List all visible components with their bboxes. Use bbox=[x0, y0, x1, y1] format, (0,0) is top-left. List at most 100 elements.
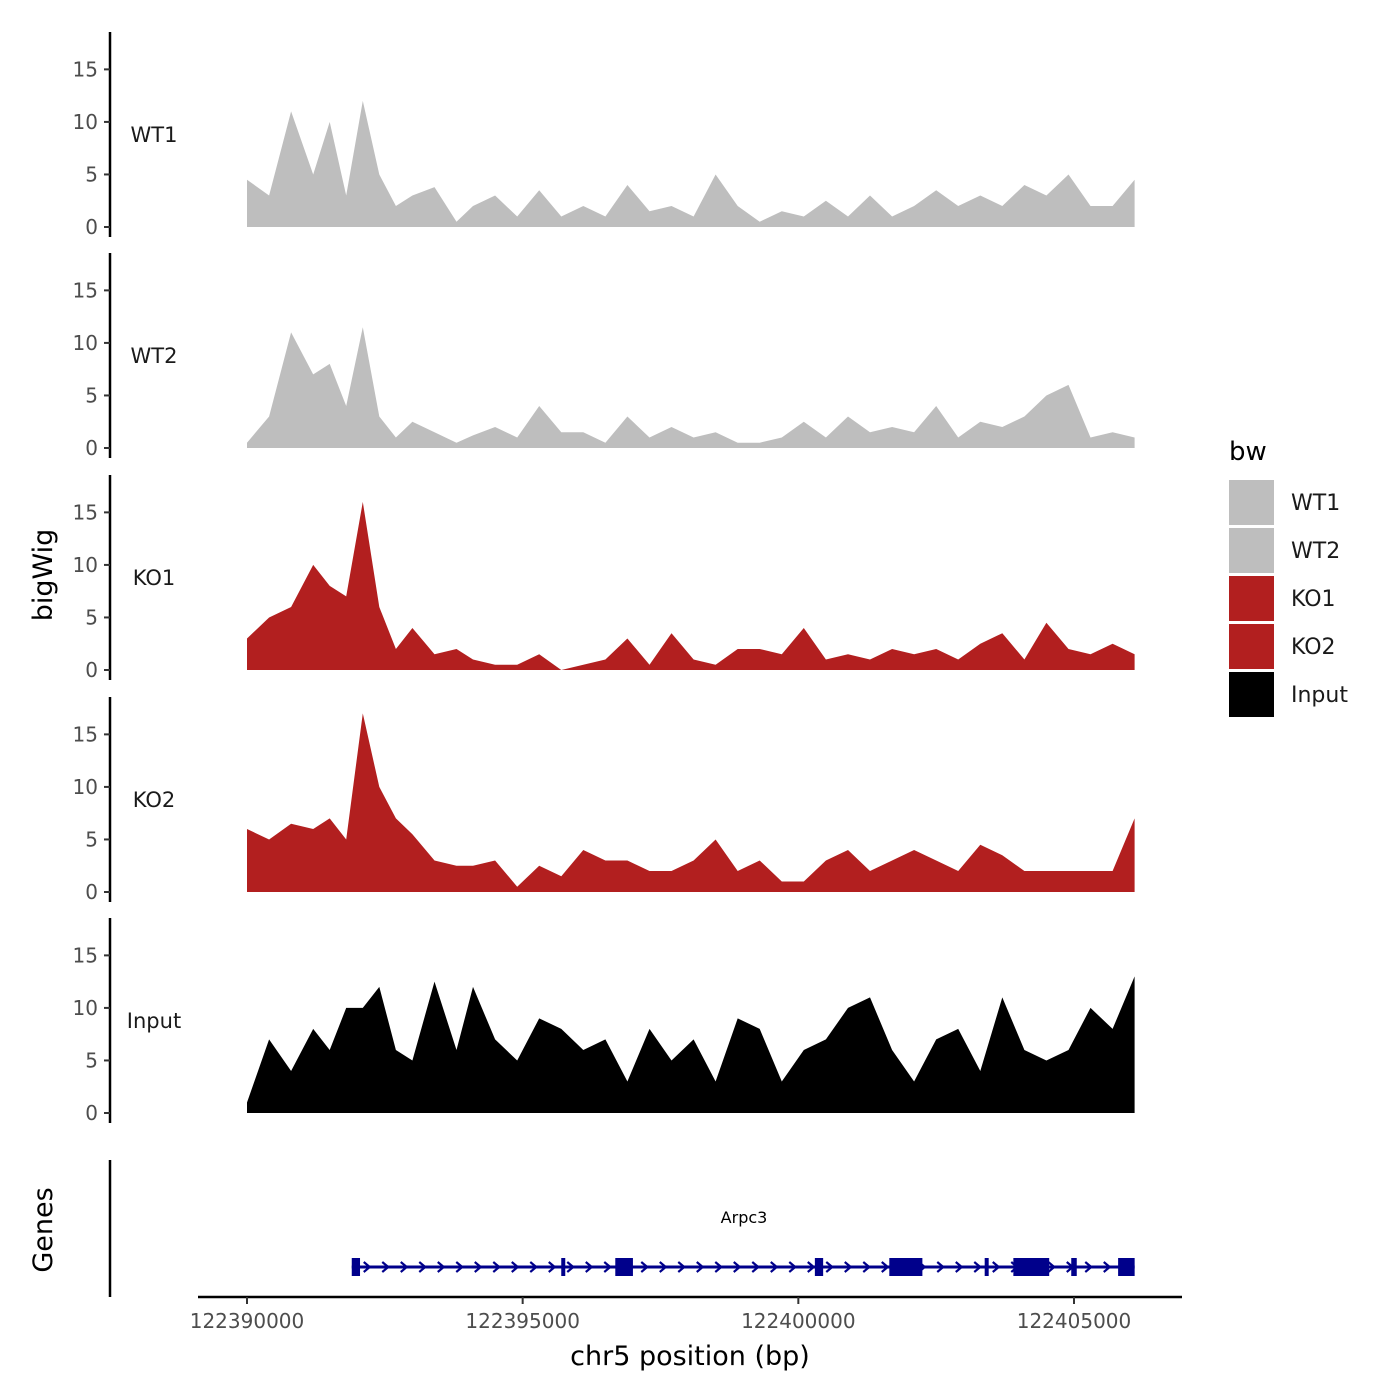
track-wt2: 0 5 10 15 WT2 bbox=[73, 253, 1135, 460]
legend-label-wt2: WT2 bbox=[1291, 539, 1340, 564]
gene-exon bbox=[615, 1258, 633, 1276]
strand-arrow bbox=[437, 1261, 446, 1273]
track-input: 0 5 10 15 Input bbox=[73, 918, 1135, 1125]
gene-exon bbox=[351, 1258, 361, 1276]
x-axis-title: chr5 position (bp) bbox=[570, 1341, 810, 1372]
gene-exon bbox=[889, 1258, 923, 1276]
y-tick-label: 0 bbox=[85, 1101, 98, 1125]
y-tick-label: 5 bbox=[85, 383, 98, 407]
y-tick-label: 0 bbox=[85, 215, 98, 239]
strand-arrow bbox=[363, 1261, 372, 1273]
strand-arrow bbox=[381, 1261, 390, 1273]
y-tick-label: 15 bbox=[73, 278, 98, 302]
track-ko1: 0 5 10 15 KO1 bbox=[73, 475, 1135, 682]
strand-arrow bbox=[770, 1261, 779, 1273]
strand-arrow bbox=[751, 1261, 760, 1273]
strand-arrow bbox=[1103, 1261, 1112, 1273]
gene-exon bbox=[1118, 1258, 1135, 1276]
y-axis-title: bigWig bbox=[28, 529, 59, 622]
strand-arrow bbox=[992, 1261, 1001, 1273]
genes-track-title: Genes bbox=[28, 1187, 59, 1272]
coverage-area-ko1 bbox=[247, 501, 1135, 670]
y-tick-label: 0 bbox=[85, 880, 98, 904]
strand-arrow bbox=[955, 1261, 964, 1273]
y-tick-label: 10 bbox=[73, 996, 98, 1020]
y-tick-label: 15 bbox=[73, 500, 98, 524]
strand-arrow bbox=[807, 1261, 816, 1273]
strand-arrow bbox=[400, 1261, 409, 1273]
track-wt1: 0 5 10 15 WT1 bbox=[73, 32, 1135, 239]
strand-arrow bbox=[696, 1261, 705, 1273]
y-tick-label: 5 bbox=[85, 162, 98, 186]
y-tick-label: 5 bbox=[85, 827, 98, 851]
y-tick-label: 5 bbox=[85, 605, 98, 629]
coverage-area-ko2 bbox=[247, 713, 1135, 892]
strand-arrow bbox=[603, 1261, 612, 1273]
strand-arrow bbox=[788, 1261, 797, 1273]
track-label-wt1: WT1 bbox=[131, 123, 178, 147]
legend-label-ko2: KO2 bbox=[1291, 635, 1336, 660]
x-tick-label: 122390000 bbox=[190, 1309, 305, 1333]
legend-title: bw bbox=[1229, 437, 1267, 467]
gene-exon bbox=[984, 1258, 989, 1276]
legend: bw WT1 WT2 KO1 KO2 Input bbox=[1229, 437, 1348, 717]
strand-arrow bbox=[640, 1261, 649, 1273]
strand-arrow bbox=[862, 1261, 871, 1273]
y-tick-label: 15 bbox=[73, 57, 98, 81]
strand-arrow bbox=[1084, 1261, 1093, 1273]
strand-arrow bbox=[492, 1261, 501, 1273]
y-tick-label: 5 bbox=[85, 1048, 98, 1072]
strand-arrow bbox=[566, 1261, 575, 1273]
strand-arrow bbox=[936, 1261, 945, 1273]
y-tick-label: 10 bbox=[73, 331, 98, 355]
legend-label-input: Input bbox=[1291, 683, 1348, 708]
track-label-ko1: KO1 bbox=[133, 566, 176, 590]
legend-key-ko2 bbox=[1229, 624, 1274, 669]
strand-arrow bbox=[973, 1261, 982, 1273]
x-axis: 122390000 122395000 122400000 122405000 bbox=[190, 1295, 1182, 1333]
x-tick-label: 122405000 bbox=[1017, 1309, 1132, 1333]
track-label-ko2: KO2 bbox=[133, 788, 176, 812]
coverage-tracks: 0 5 10 15 WT1 0 5 10 15 WT2 0 5 10 15 KO1 0 5 10 15 KO2 0 5 10… bbox=[73, 32, 1135, 1125]
strand-arrow bbox=[844, 1261, 853, 1273]
strand-arrow bbox=[474, 1261, 483, 1273]
y-tick-label: 0 bbox=[85, 436, 98, 460]
y-tick-label: 0 bbox=[85, 658, 98, 682]
gene-exon bbox=[561, 1258, 566, 1276]
strand-arrow bbox=[881, 1261, 890, 1273]
track-label-input: Input bbox=[127, 1009, 181, 1033]
strand-arrow bbox=[455, 1261, 464, 1273]
strand-arrow bbox=[418, 1261, 427, 1273]
strand-arrow bbox=[511, 1261, 520, 1273]
legend-key-input bbox=[1229, 672, 1274, 717]
strand-arrow bbox=[677, 1261, 686, 1273]
strand-arrow bbox=[585, 1261, 594, 1273]
strand-arrow bbox=[529, 1261, 538, 1273]
coverage-area-wt2 bbox=[247, 327, 1135, 448]
legend-label-ko1: KO1 bbox=[1291, 587, 1336, 612]
genes-track: Arpc3 bbox=[108, 1160, 1135, 1297]
track-label-wt2: WT2 bbox=[131, 344, 178, 368]
x-tick-label: 122395000 bbox=[465, 1309, 580, 1333]
y-tick-label: 10 bbox=[73, 553, 98, 577]
gene-exon bbox=[814, 1258, 824, 1276]
strand-arrow bbox=[659, 1261, 668, 1273]
strand-arrow bbox=[714, 1261, 723, 1273]
legend-key-ko1 bbox=[1229, 576, 1274, 621]
y-tick-label: 10 bbox=[73, 110, 98, 134]
gene-name-label: Arpc3 bbox=[721, 1208, 768, 1227]
gene-exon bbox=[1013, 1258, 1050, 1276]
y-tick-label: 15 bbox=[73, 943, 98, 967]
gene-exon bbox=[1071, 1258, 1077, 1276]
strand-arrow bbox=[548, 1261, 557, 1273]
coverage-area-wt1 bbox=[247, 100, 1135, 227]
legend-key-wt2 bbox=[1229, 528, 1274, 573]
coverage-area-input bbox=[247, 976, 1135, 1113]
legend-key-wt1 bbox=[1229, 480, 1274, 525]
strand-arrow bbox=[1047, 1261, 1056, 1273]
strand-arrow bbox=[733, 1261, 742, 1273]
x-tick-label: 122400000 bbox=[741, 1309, 856, 1333]
legend-label-wt1: WT1 bbox=[1291, 491, 1340, 516]
track-ko2: 0 5 10 15 KO2 bbox=[73, 697, 1135, 904]
